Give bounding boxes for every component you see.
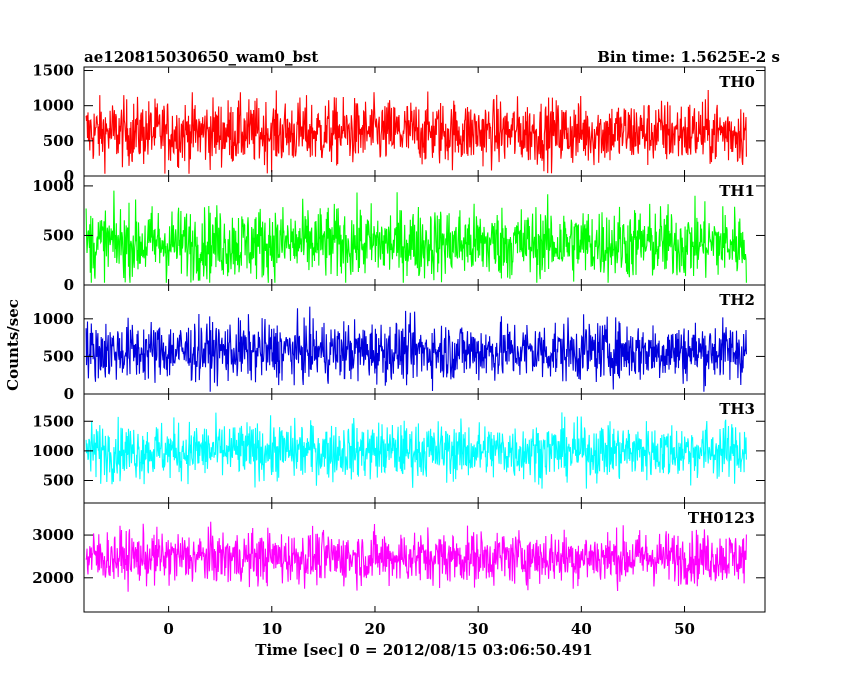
y-tick-label: 500 bbox=[43, 471, 74, 489]
x-tick-label: 0 bbox=[163, 620, 173, 638]
y-tick-label: 0 bbox=[64, 276, 74, 294]
x-tick-label: 10 bbox=[261, 620, 282, 638]
y-tick-label: 1000 bbox=[32, 97, 74, 115]
y-tick-label: 1500 bbox=[32, 412, 74, 430]
x-tick-label: 20 bbox=[365, 620, 386, 638]
y-tick-label: 1500 bbox=[32, 62, 74, 80]
y-tick-label: 500 bbox=[43, 347, 74, 365]
series-line-th3 bbox=[85, 412, 747, 489]
x-tick-label: 30 bbox=[468, 620, 489, 638]
y-tick-label: 1000 bbox=[32, 177, 74, 195]
panel-th0123: 2000 3000 TH0123 bbox=[32, 502, 766, 613]
panel-label: TH0123 bbox=[688, 509, 755, 527]
panel-th3: 500 1000 1500 TH3 bbox=[32, 393, 766, 504]
y-tick-label: 500 bbox=[43, 226, 74, 244]
y-tick-label: 0 bbox=[64, 167, 74, 185]
series-line-th2 bbox=[85, 306, 747, 392]
y-tick-label: 1000 bbox=[32, 310, 74, 328]
y-tick-label: 1000 bbox=[32, 442, 74, 460]
panel-frame bbox=[83, 502, 766, 613]
x-tick-label: 40 bbox=[571, 620, 592, 638]
panel-th1: 0 500 1000 TH1 bbox=[32, 175, 766, 294]
panel-th0: 0 500 1000 1500 TH0 bbox=[32, 62, 766, 185]
y-axis-label: Counts/sec bbox=[4, 299, 22, 391]
series-line-th0 bbox=[85, 89, 747, 174]
y-tick-label: 3000 bbox=[32, 526, 74, 544]
panel-label: TH0 bbox=[719, 73, 755, 91]
y-tick-label: 2000 bbox=[32, 569, 74, 587]
panel-label: TH2 bbox=[719, 291, 755, 309]
panel-label: TH3 bbox=[719, 400, 755, 418]
series-line-th1 bbox=[85, 190, 747, 283]
series-line-th0123 bbox=[85, 521, 747, 592]
panel-th2: 0 500 1000 TH2 bbox=[32, 284, 766, 403]
y-tick-label: 500 bbox=[43, 132, 74, 150]
x-tick-label: 50 bbox=[674, 620, 695, 638]
y-tick-label: 0 bbox=[64, 385, 74, 403]
chart-title-right: Bin time: 1.5625E-2 s bbox=[597, 48, 780, 66]
x-axis-label: Time [sec] 0 = 2012/08/15 03:06:50.491 bbox=[255, 641, 592, 659]
chart-title-left: ae120815030650_wam0_bst bbox=[84, 48, 318, 66]
panel-label: TH1 bbox=[719, 182, 755, 200]
